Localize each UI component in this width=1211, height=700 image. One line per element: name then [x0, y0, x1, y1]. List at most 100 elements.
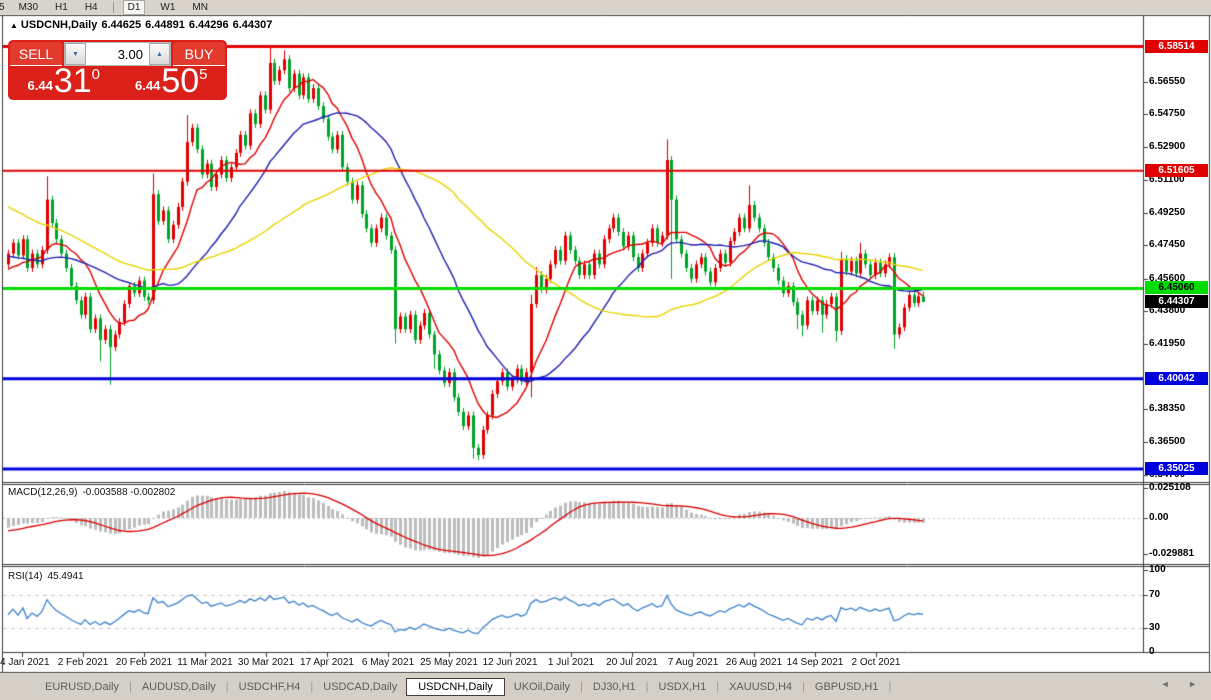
- macd-tick-label: -0.029881: [1149, 547, 1195, 559]
- sell-price-sup: 0: [91, 66, 100, 83]
- chart-tab-dj30[interactable]: DJ30,H1: [592, 680, 636, 693]
- sell-price-prefix: 6.44: [27, 78, 53, 93]
- sell-price-big: 31: [53, 62, 92, 100]
- date-tick-label: 7 Aug 2021: [667, 657, 719, 668]
- chart-tab-usdchf[interactable]: USDCHF,H4: [238, 680, 301, 693]
- chart-tab-usdx[interactable]: USDX,H1: [658, 680, 707, 693]
- tab-separator: |: [225, 680, 229, 693]
- rsi-tick-label: 30: [1149, 622, 1161, 634]
- rsi-name: RSI(14): [8, 571, 43, 582]
- volume-decrease-button[interactable]: ▼: [65, 43, 86, 65]
- ohlc-open: 6.44625: [101, 19, 142, 31]
- tf-button-m30[interactable]: M30: [18, 2, 39, 13]
- chart-tab-ukoil[interactable]: UKOil,Daily: [513, 680, 571, 693]
- price-tick-label: 6.52900: [1149, 141, 1186, 153]
- macd-label: MACD(12,26,9) -0.003588 -0.002802: [8, 487, 180, 498]
- buy-price-big: 50: [161, 62, 200, 100]
- price-level-tag: 6.51605: [1145, 163, 1208, 177]
- collapse-arrow-icon[interactable]: ▲: [10, 21, 18, 30]
- chart-title: ▲ USDCNH,Daily 6.44625 6.44891 6.44296 6.4430…: [10, 19, 276, 31]
- date-tick-label: 30 Mar 2021: [237, 657, 295, 668]
- tab-separator: |: [645, 680, 649, 693]
- rsi-label: RSI(14) 45.4941: [8, 571, 89, 582]
- price-level-tag: 6.40042: [1145, 371, 1208, 385]
- tf-button-mn[interactable]: MN: [192, 2, 208, 13]
- chart-tab-bar: EURUSD,Daily | AUDUSD,Daily | USDCHF,H4 | USDC…: [0, 673, 1211, 700]
- volume-increase-button[interactable]: ▲: [149, 43, 170, 65]
- buy-price-display[interactable]: 6.44 50 5: [118, 62, 226, 100]
- volume-stepper: ▼ 3.00 ▲: [64, 42, 171, 66]
- tab-separator: |: [802, 680, 805, 693]
- price-tick-label: 6.36500: [1149, 436, 1186, 448]
- date-tick-label: 17 Apr 2021: [300, 657, 354, 668]
- buy-price-sup: 5: [199, 66, 208, 83]
- tf-button-d1[interactable]: D1: [122, 0, 146, 15]
- price-tick-label: 6.38350: [1149, 403, 1186, 415]
- date-tick-label: 2 Oct 2021: [851, 657, 901, 668]
- tab-separator: |: [888, 680, 892, 693]
- tf-button-h4[interactable]: H4: [84, 2, 98, 13]
- date-tick-label: 1 Jul 2021: [547, 657, 595, 668]
- date-tick-label: 14 Sep 2021: [786, 657, 844, 668]
- chart-tab-gbpusd[interactable]: GBPUSD,H1: [814, 680, 879, 693]
- tab-separator: |: [128, 680, 132, 693]
- ohlc-low: 6.44296: [188, 19, 229, 31]
- chevron-up-icon: ▲: [156, 50, 163, 58]
- buy-price-prefix: 6.44: [135, 78, 161, 93]
- chart-tab-eurusd[interactable]: EURUSD,Daily: [45, 680, 119, 693]
- rsi-tick-label: 100: [1149, 564, 1166, 576]
- timeframe-toolbar: 5 M30 H1 H4 D1 W1 MN: [0, 0, 1211, 15]
- date-tick-label: 26 Aug 2021: [725, 657, 783, 668]
- macd-name: MACD(12,26,9): [8, 487, 78, 498]
- tab-scroll-left-icon[interactable]: ◄: [1160, 679, 1170, 689]
- date-tick-label: 25 May 2021: [420, 657, 478, 668]
- date-tick-label: 2 Feb 2021: [57, 657, 109, 668]
- ohlc-close: 6.44307: [232, 19, 273, 31]
- rsi-tick-label: 70: [1149, 589, 1161, 601]
- tf-button-h1[interactable]: H1: [55, 2, 68, 13]
- price-level-tag: 6.35025: [1145, 461, 1208, 475]
- macd-values: -0.003588 -0.002802: [82, 487, 176, 498]
- sell-price-display[interactable]: 6.44 31 0: [10, 62, 118, 100]
- macd-tick-label: 0.025108: [1149, 482, 1191, 494]
- price-tick-label: 6.45600: [1149, 272, 1186, 284]
- date-tick-label: 20 Jul 2021: [606, 657, 658, 668]
- date-tick-label: 6 May 2021: [361, 657, 415, 668]
- price-tick-label: 6.54750: [1149, 108, 1186, 120]
- sell-button[interactable]: SELL: [10, 42, 62, 66]
- rsi-tick-label: 0: [1149, 646, 1155, 657]
- chart-tab-usdcad[interactable]: USDCAD,Daily: [323, 680, 398, 693]
- current-price-tag: 6.44307: [1145, 295, 1208, 309]
- price-tick-label: 6.51100: [1149, 173, 1185, 185]
- chart-tab-audusd[interactable]: AUDUSD,Daily: [141, 680, 216, 693]
- price-tick-label: 6.41950: [1149, 338, 1186, 350]
- tf-button-m15[interactable]: 5: [0, 2, 5, 13]
- toolbar-separator: [112, 2, 114, 13]
- one-click-trading-widget: SELL ▼ 3.00 ▲ BUY 6.44 31 0 6.44 50 5: [8, 40, 227, 100]
- rsi-value: 45.4941: [47, 571, 84, 582]
- tab-scroll-arrows: ◄ ►: [1145, 679, 1197, 689]
- buy-button[interactable]: BUY: [173, 42, 225, 66]
- price-tick-label: 6.43800: [1149, 305, 1186, 317]
- date-tick-label: 14 Jan 2021: [0, 657, 50, 668]
- tab-scroll-right-icon[interactable]: ►: [1188, 679, 1197, 689]
- chart-tab-usdcnh[interactable]: USDCNH,Daily: [406, 677, 505, 696]
- tf-button-w1[interactable]: W1: [160, 2, 176, 13]
- chart-symbol: USDCNH,Daily: [20, 19, 98, 31]
- volume-input[interactable]: 3.00: [86, 43, 149, 65]
- chevron-down-icon: ▼: [72, 50, 79, 58]
- tab-separator: |: [310, 680, 314, 693]
- tab-separator: |: [580, 680, 583, 693]
- macd-tick-label: 0.00: [1149, 512, 1169, 523]
- price-level-tag: 6.45060: [1145, 281, 1208, 295]
- date-tick-label: 20 Feb 2021: [115, 657, 173, 668]
- date-tick-label: 11 Mar 2021: [177, 657, 233, 668]
- price-tick-label: 6.47450: [1149, 239, 1186, 251]
- tab-separator: |: [716, 680, 720, 693]
- date-tick-label: 12 Jun 2021: [482, 657, 538, 668]
- price-level-tag: 6.58514: [1145, 39, 1208, 53]
- chart-tab-xauusd[interactable]: XAUUSD,H4: [729, 680, 793, 693]
- price-tick-label: 6.56550: [1149, 75, 1186, 87]
